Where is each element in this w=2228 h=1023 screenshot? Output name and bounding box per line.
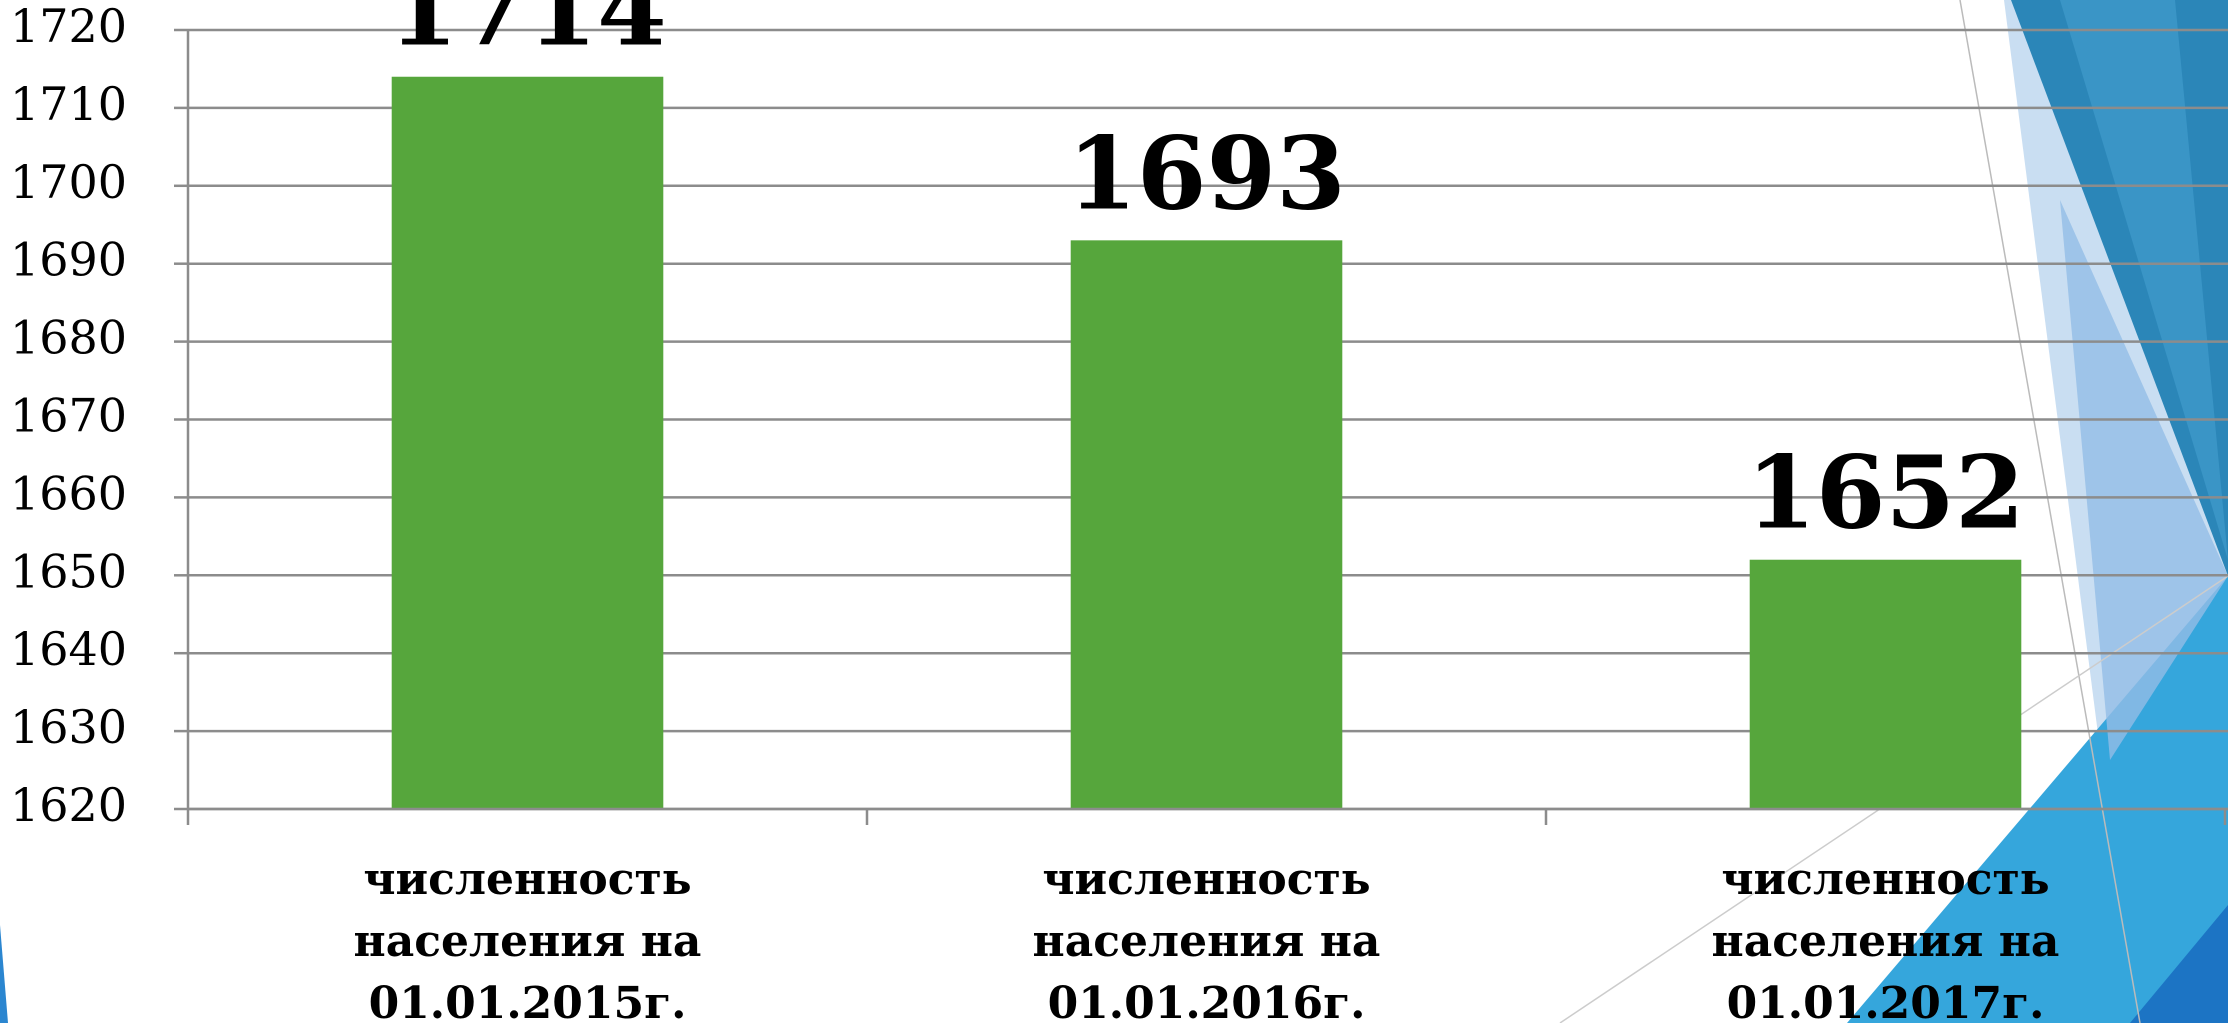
deco-corner — [2130, 905, 2228, 1023]
bar — [1070, 240, 1343, 809]
y-tick-label: 1680 — [10, 311, 127, 365]
y-tick-label: 1700 — [10, 155, 127, 209]
x-tick-label: численность населения на 01.01.2017г. — [1711, 854, 2060, 1023]
y-tick-label: 1710 — [10, 77, 127, 131]
y-tick-label: 1720 — [10, 0, 127, 53]
deco-line — [1959, 0, 2141, 1023]
bar — [1749, 559, 2022, 809]
bar — [391, 76, 664, 810]
y-tick-label: 1620 — [10, 778, 127, 832]
y-tick-label: 1660 — [10, 466, 127, 520]
data-label: 1652 — [1746, 434, 2024, 552]
deco-left — [0, 925, 8, 1023]
data-label: 1693 — [1067, 114, 1345, 232]
x-tick-label: численность населения на 01.01.2015г. — [353, 854, 702, 1023]
y-tick-label: 1690 — [10, 233, 127, 287]
y-tick-label: 1630 — [10, 700, 127, 754]
x-tick-label: численность населения на 01.01.2016г. — [1032, 854, 1381, 1023]
data-label: 1714 — [388, 0, 666, 69]
y-tick-label: 1670 — [10, 389, 127, 443]
y-tick-label: 1640 — [10, 622, 127, 676]
y-tick-label: 1650 — [10, 544, 127, 598]
deco-light — [2060, 200, 2228, 760]
